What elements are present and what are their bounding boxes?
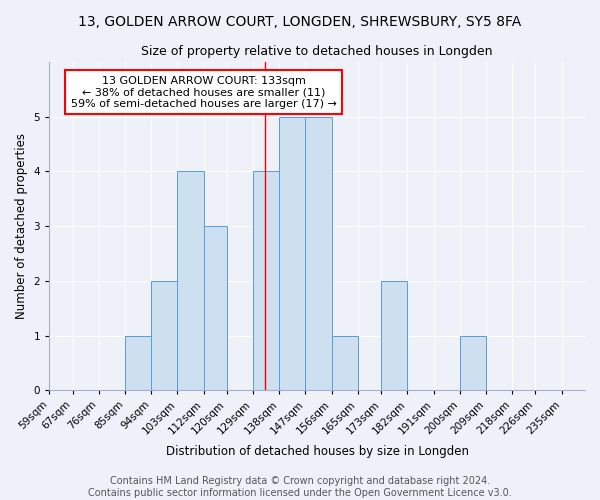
Bar [332, 336, 358, 390]
Bar [178, 172, 203, 390]
Y-axis label: Number of detached properties: Number of detached properties [15, 133, 28, 319]
Bar [381, 281, 407, 390]
Title: Size of property relative to detached houses in Longden: Size of property relative to detached ho… [142, 45, 493, 58]
Text: Contains HM Land Registry data © Crown copyright and database right 2024.
Contai: Contains HM Land Registry data © Crown c… [88, 476, 512, 498]
Text: 13 GOLDEN ARROW COURT: 133sqm
← 38% of detached houses are smaller (11)
59% of s: 13 GOLDEN ARROW COURT: 133sqm ← 38% of d… [71, 76, 337, 109]
Bar [151, 281, 178, 390]
X-axis label: Distribution of detached houses by size in Longden: Distribution of detached houses by size … [166, 444, 469, 458]
Bar [279, 116, 305, 390]
Bar [125, 336, 151, 390]
Text: 13, GOLDEN ARROW COURT, LONGDEN, SHREWSBURY, SY5 8FA: 13, GOLDEN ARROW COURT, LONGDEN, SHREWSB… [79, 15, 521, 29]
Bar [253, 172, 279, 390]
Bar [460, 336, 486, 390]
Bar [305, 116, 332, 390]
Bar [203, 226, 227, 390]
